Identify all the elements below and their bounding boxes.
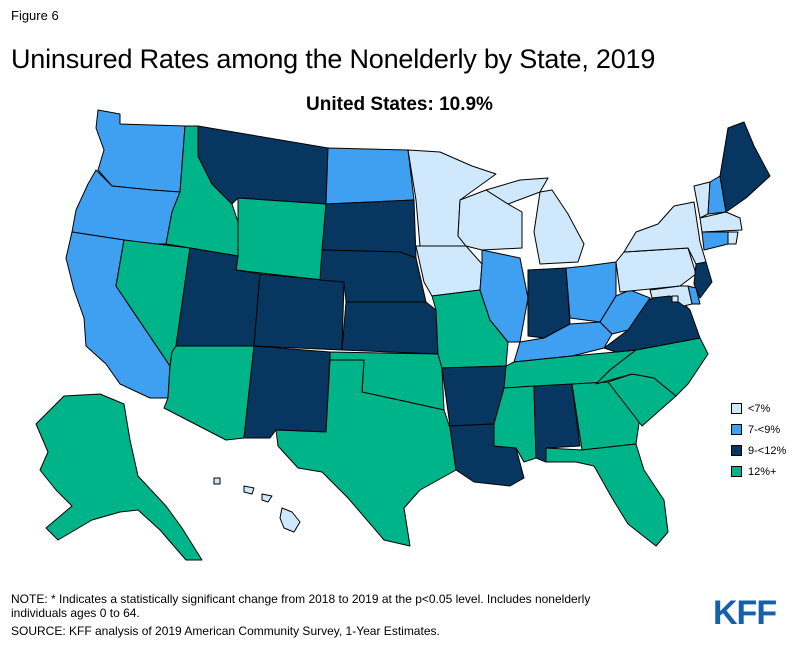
state-NY (623, 201, 707, 265)
legend: <7% 7-<9% 9-<12% 12%+ (731, 398, 786, 482)
state-MD (649, 285, 693, 307)
source-note: SOURCE: KFF analysis of 2019 American Co… (11, 624, 440, 638)
state-HI (213, 477, 301, 533)
state-SD (321, 199, 417, 259)
state-ME (719, 121, 771, 213)
state-NM (243, 345, 331, 439)
legend-item: 12%+ (731, 461, 786, 482)
page-title: Uninsured Rates among the Nonelderly by … (11, 44, 656, 74)
state-MI (485, 177, 585, 265)
state-FL (545, 443, 669, 547)
legend-swatch (731, 445, 742, 456)
legend-swatch (731, 424, 742, 435)
state-RI (727, 231, 739, 245)
state-ND (325, 147, 415, 205)
legend-label: <7% (748, 402, 771, 415)
state-NJ (693, 261, 713, 299)
legend-item: 9-<12% (731, 440, 786, 461)
legend-label: 12%+ (748, 465, 777, 478)
legend-label: 9-<12% (748, 444, 787, 457)
state-MA (699, 211, 743, 233)
state-WA (95, 109, 186, 193)
state-CO (253, 273, 345, 351)
kff-logo: KFF (713, 594, 777, 632)
legend-item: <7% (731, 398, 786, 419)
legend-swatch (731, 466, 742, 477)
state-WY (235, 197, 327, 281)
state-IL (479, 249, 529, 343)
state-CT (701, 231, 729, 251)
state-AZ (163, 345, 255, 441)
legend-item: 7-<9% (731, 419, 786, 440)
state-KS (341, 301, 439, 355)
state-TX (275, 359, 457, 547)
legend-label: 7-<9% (748, 423, 781, 436)
state-DC (671, 295, 679, 303)
footnote: NOTE: * Indicates a statistically signif… (11, 592, 591, 620)
state-PA (615, 247, 697, 293)
legend-swatch (731, 403, 742, 414)
figure-label: Figure 6 (11, 8, 59, 23)
state-AK (35, 393, 203, 561)
national-rate-subtitle: United States: 10.9% (306, 94, 493, 115)
state-IA (415, 245, 483, 297)
state-WV (599, 289, 651, 335)
